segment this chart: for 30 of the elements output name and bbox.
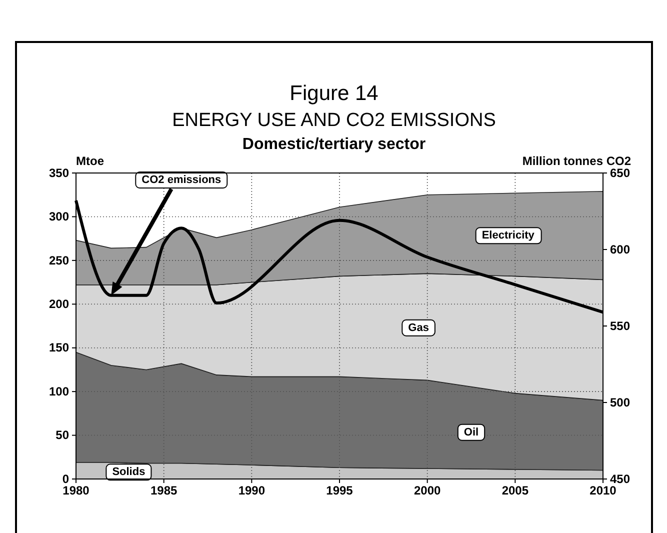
- x-tick-label: 2005: [502, 484, 529, 498]
- y-tick-label: 100: [48, 384, 70, 398]
- x-tick-label: 1985: [150, 484, 178, 498]
- y2-axis-title: Million tonnes CO2: [522, 154, 632, 168]
- series-label: Oil: [464, 426, 479, 438]
- x-tick-label: 2000: [414, 484, 442, 498]
- y-tick-label: 150: [48, 340, 70, 355]
- y-tick-label: 200: [48, 296, 70, 311]
- y-tick-label: 50: [56, 428, 70, 442]
- x-tick-label: 2010: [590, 484, 617, 498]
- y2-tick-label: 650: [610, 166, 630, 180]
- y-tick-label: 300: [48, 210, 70, 224]
- x-tick-label: 1995: [326, 484, 354, 498]
- x-tick-label: 1990: [238, 484, 266, 498]
- y2-tick-label: 500: [610, 395, 630, 410]
- y-tick-label: 0: [62, 472, 70, 486]
- y-axis-title: Mtoe: [76, 154, 104, 168]
- y2-tick-label: 600: [610, 242, 630, 256]
- chart-title: Figure 14: [290, 82, 379, 105]
- x-tick-label: 1980: [62, 484, 90, 498]
- y2-tick-label: 550: [610, 318, 630, 333]
- y-tick-label: 350: [48, 166, 70, 180]
- y-tick-label: 250: [48, 253, 70, 268]
- text: Domestic/tertiary sector: [242, 136, 426, 153]
- y2-tick-label: 450: [610, 472, 630, 486]
- text: CO2 emissions: [142, 174, 222, 186]
- chart-subtitle: ENERGY USE AND CO2 EMISSIONS: [172, 110, 496, 131]
- series-label: Electricity: [482, 230, 536, 242]
- series-label: Gas: [408, 322, 429, 334]
- series-label: Solids: [112, 466, 146, 478]
